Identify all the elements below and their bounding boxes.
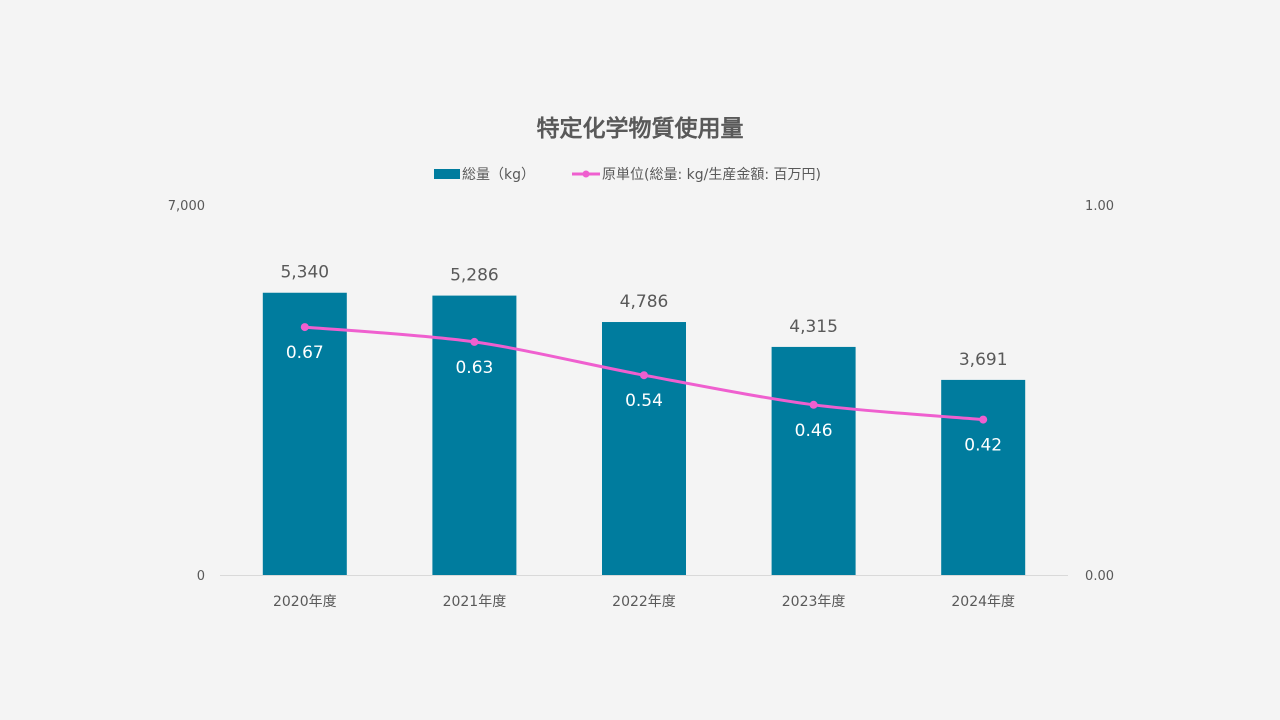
bar-data-label: 3,691 — [959, 350, 1008, 370]
x-tick-label: 2023年度 — [782, 594, 846, 610]
line-data-label: 0.42 — [964, 436, 1002, 456]
legend: 総量（kg） 原単位(総量: kg/生産金額: 百万円) — [434, 167, 821, 183]
chart-title: 特定化学物質使用量 — [537, 115, 744, 142]
line-data-label: 0.63 — [455, 358, 493, 378]
bar — [262, 292, 347, 575]
line-series: 0.67 0.63 0.54 0.46 0.42 — [286, 323, 1002, 456]
line-point — [300, 323, 309, 332]
y-right-tick-label: 0.00 — [1085, 569, 1114, 584]
x-tick-label: 2020年度 — [273, 594, 337, 610]
x-axis-labels: 2020年度 2021年度 2022年度 2023年度 2024年度 — [273, 594, 1015, 610]
legend-bar-swatch — [434, 169, 460, 179]
line-point — [640, 371, 648, 380]
bar-series: 5,340 5,286 4,786 4,315 3,691 — [262, 263, 1026, 575]
y-right-tick-label: 1.00 — [1085, 199, 1114, 214]
line-data-label: 0.46 — [795, 421, 833, 441]
line-point — [470, 337, 479, 346]
x-tick-label: 2024年度 — [951, 594, 1015, 610]
bar-data-label: 4,786 — [620, 292, 669, 312]
legend-line-label: 原単位(総量: kg/生産金額: 百万円) — [602, 167, 821, 183]
bar-data-label: 5,340 — [280, 263, 329, 283]
x-tick-label: 2022年度 — [612, 594, 676, 610]
line-point — [979, 415, 988, 424]
bar-data-label: 5,286 — [450, 266, 499, 286]
x-tick-label: 2021年度 — [443, 594, 507, 610]
line-point — [809, 400, 818, 409]
bar — [771, 346, 856, 575]
line-data-label: 0.67 — [286, 343, 324, 363]
legend-bar-label: 総量（kg） — [462, 167, 535, 183]
line-data-label: 0.54 — [625, 391, 663, 411]
y-left-tick-label: 0 — [197, 569, 205, 584]
axes: 0 7,000 0.00 1.00 — [168, 199, 1114, 584]
y-left-tick-label: 7,000 — [168, 199, 205, 214]
bar-data-label: 4,315 — [789, 317, 838, 337]
bar — [941, 379, 1026, 575]
legend-line-marker — [582, 170, 590, 178]
bar — [602, 322, 686, 575]
